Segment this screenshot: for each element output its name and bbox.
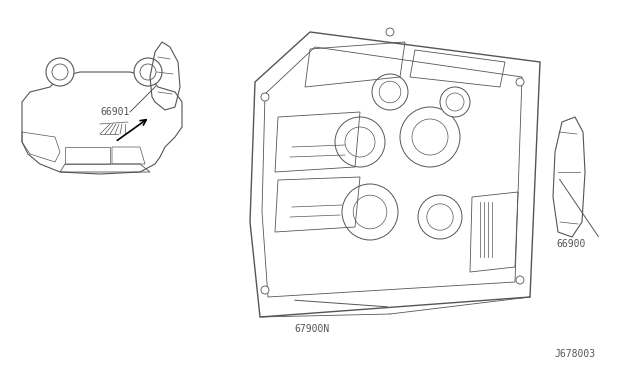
Circle shape: [516, 276, 524, 284]
Circle shape: [372, 74, 408, 110]
Text: J678003: J678003: [554, 349, 596, 359]
Circle shape: [379, 81, 401, 103]
Circle shape: [261, 286, 269, 294]
Circle shape: [46, 58, 74, 86]
Circle shape: [412, 119, 448, 155]
Circle shape: [440, 87, 470, 117]
Text: 67900N: 67900N: [294, 324, 329, 334]
Circle shape: [52, 64, 68, 80]
Circle shape: [134, 58, 162, 86]
Circle shape: [418, 195, 462, 239]
Circle shape: [140, 64, 156, 80]
Circle shape: [516, 78, 524, 86]
Text: 66901: 66901: [100, 107, 129, 117]
Circle shape: [427, 204, 453, 230]
Circle shape: [261, 93, 269, 101]
Circle shape: [386, 28, 394, 36]
Text: 66900: 66900: [556, 239, 586, 249]
Circle shape: [345, 127, 375, 157]
Circle shape: [400, 107, 460, 167]
Circle shape: [342, 184, 398, 240]
Circle shape: [353, 195, 387, 229]
Circle shape: [446, 93, 464, 111]
Circle shape: [335, 117, 385, 167]
